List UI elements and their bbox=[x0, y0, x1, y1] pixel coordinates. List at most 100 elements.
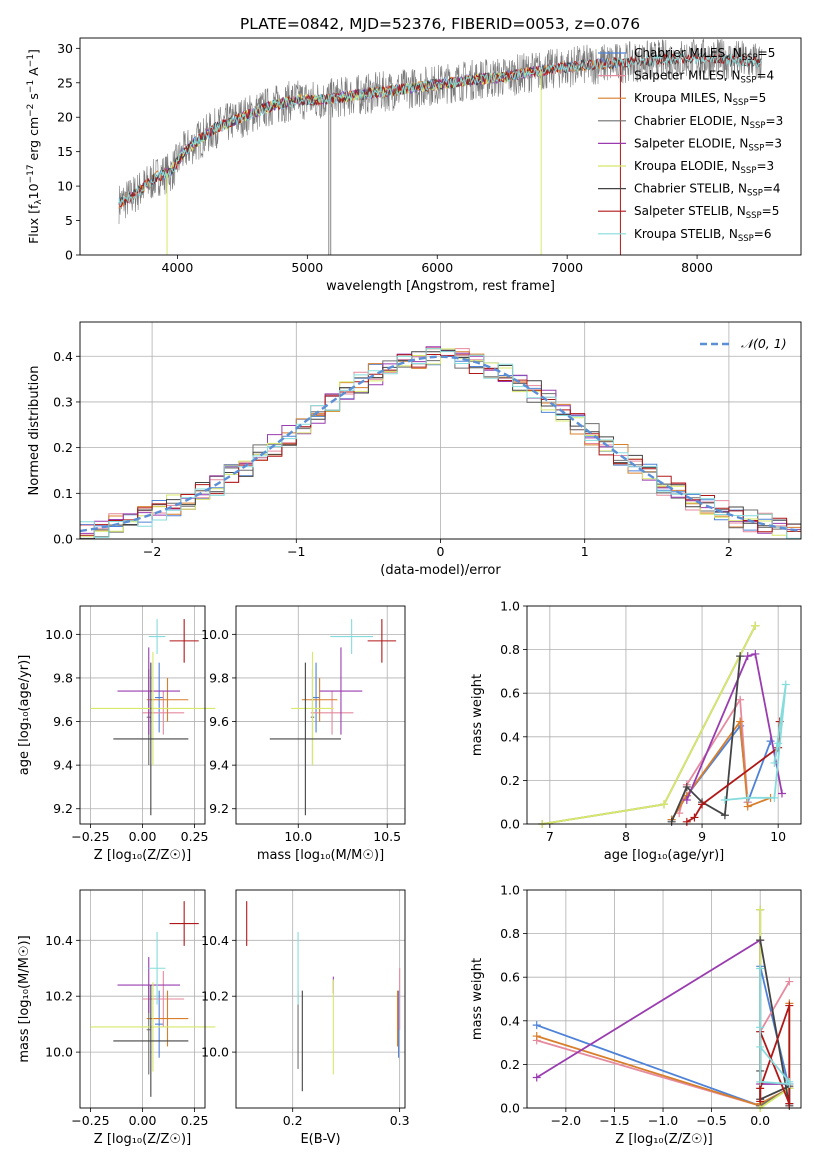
mass-weight-marker bbox=[785, 977, 794, 986]
y-tick-label: 0.0 bbox=[500, 817, 520, 832]
y-tick-label: 10.0 bbox=[45, 1045, 73, 1060]
x-tick-label: 0.25 bbox=[181, 1113, 209, 1128]
model-spectrum-line bbox=[118, 57, 621, 209]
age-vs-mass-panel: 10.0 10.5 9.2 9.4 9.6 9.8 10.0 mass [log₁₀(M/M☉… bbox=[201, 605, 406, 863]
mass-weight-marker bbox=[736, 717, 745, 726]
plot-frame bbox=[79, 605, 206, 825]
mass-weight-marker bbox=[720, 796, 729, 805]
x-tick-label: 1 bbox=[581, 544, 589, 559]
mass-weight-line bbox=[685, 652, 783, 801]
y-tick-label: 10.2 bbox=[45, 989, 73, 1004]
legend-label-tail: =4 bbox=[763, 182, 781, 196]
mass-weight-marker bbox=[743, 802, 752, 811]
plot-frame bbox=[79, 889, 206, 1109]
x-tick-label: 0.2 bbox=[283, 1113, 303, 1128]
mass-weight-marker bbox=[785, 1001, 794, 1010]
y-tick-label: 9.4 bbox=[53, 758, 73, 773]
legend-label: 𝒩(0, 1) bbox=[741, 336, 787, 351]
y-tick-label: 10.0 bbox=[201, 1045, 229, 1060]
y-axis-label-part: −2 bbox=[26, 104, 36, 117]
mass-weight-marker bbox=[743, 793, 752, 802]
plot-frame bbox=[526, 605, 802, 825]
x-tick-label: 9 bbox=[698, 829, 706, 844]
x-tick-label: 2 bbox=[725, 544, 733, 559]
mass-weight-marker bbox=[756, 964, 765, 973]
x-axis-label: Z [log₁₀(Z/Z☉)] bbox=[94, 1132, 191, 1147]
data-spectrum-line bbox=[118, 38, 763, 225]
x-tick-label: 6000 bbox=[421, 260, 453, 275]
x-tick-label: 0.25 bbox=[181, 829, 209, 844]
y-tick-label: 0.3 bbox=[53, 394, 73, 409]
x-axis-label: Z [log₁₀(Z/Z☉)] bbox=[94, 848, 191, 863]
legend-label-tail: =5 bbox=[762, 204, 780, 218]
y-tick-label: 20 bbox=[57, 110, 73, 125]
legend-label: Chabrier STELIB, NSSP=4 bbox=[634, 182, 781, 199]
y-tick-label: 10.0 bbox=[201, 627, 229, 642]
mass-weight-line bbox=[670, 723, 772, 821]
x-tick-label: 10.0 bbox=[284, 829, 312, 844]
mass-weight-marker bbox=[774, 739, 783, 748]
mass-weight-marker bbox=[660, 800, 668, 809]
mass-weight-marker bbox=[532, 1032, 541, 1041]
y-tick-label: 0 bbox=[65, 248, 73, 263]
mass-weight-marker bbox=[777, 789, 786, 798]
x-tick-label: 5000 bbox=[291, 260, 323, 275]
x-axis-label: (data-model)/error bbox=[380, 563, 501, 578]
x-tick-label: 10.5 bbox=[373, 829, 401, 844]
mass-weight-marker bbox=[743, 652, 752, 661]
y-tick-label: 15 bbox=[57, 144, 73, 159]
mass-weight-marker bbox=[770, 793, 779, 802]
y-tick-label: 0.6 bbox=[500, 970, 520, 985]
legend-label: Kroupa STELIB, NSSP=6 bbox=[634, 227, 772, 244]
y-tick-label: 0.8 bbox=[500, 642, 520, 657]
y-tick-label: 9.2 bbox=[209, 801, 229, 816]
y-axis-label-part: s bbox=[26, 93, 41, 104]
x-tick-label: −0.25 bbox=[71, 1113, 109, 1128]
legend-label-tail: =5 bbox=[749, 91, 767, 105]
y-tick-label: 0.0 bbox=[500, 1101, 520, 1116]
model-spectrum-line bbox=[118, 52, 762, 205]
mass-weight-marker bbox=[785, 1077, 794, 1086]
mass-weight-marker bbox=[756, 1077, 765, 1086]
y-tick-label: 0.1 bbox=[53, 486, 73, 501]
model-spectrum-line bbox=[118, 51, 762, 207]
y-axis-label: mass weight bbox=[470, 674, 485, 756]
y-tick-label: 0.2 bbox=[53, 440, 73, 455]
mass-weight-marker bbox=[756, 1042, 765, 1051]
legend-label-sub: SSP bbox=[750, 121, 766, 131]
y-tick-label: 9.8 bbox=[53, 670, 73, 685]
x-axis-label: mass [log₁₀(M/M☉)] bbox=[257, 848, 384, 863]
legend-label-tail: =4 bbox=[756, 69, 774, 83]
y-axis-label-part: −1 bbox=[26, 54, 36, 67]
legend-label-tail: =5 bbox=[758, 46, 776, 60]
y-tick-label: 30 bbox=[57, 41, 73, 56]
y-axis-label-part: ] bbox=[26, 49, 41, 54]
mass-vs-ebv-panel: 0.2 0.3 10.0 10.2 10.4 E(B-V) bbox=[201, 889, 410, 1147]
y-tick-label: 1.0 bbox=[500, 883, 520, 898]
legend-label-name: Salpeter STELIB, N bbox=[634, 204, 746, 218]
legend-label-name: Kroupa ELODIE, N bbox=[634, 159, 741, 173]
x-tick-label: 0.3 bbox=[390, 1113, 410, 1128]
model-spectrum-line bbox=[118, 56, 620, 205]
x-tick-label: −0.25 bbox=[71, 829, 109, 844]
y-tick-label: 9.6 bbox=[53, 714, 73, 729]
legend-label-sub: SSP bbox=[738, 234, 754, 244]
mass-weight-marker bbox=[751, 621, 760, 630]
mass-weight-marker bbox=[751, 649, 760, 658]
legend-label: Chabrier MILES, NSSP=5 bbox=[634, 46, 775, 63]
mass-weight-marker bbox=[785, 1099, 794, 1108]
legend-label-name: Chabrier MILES, N bbox=[634, 46, 742, 60]
y-tick-label: 0.0 bbox=[53, 532, 73, 547]
y-axis-label-part: A bbox=[26, 67, 41, 80]
x-tick-label: 10 bbox=[770, 829, 786, 844]
x-tick-label: −1.0 bbox=[648, 1113, 678, 1128]
legend-label-tail: =6 bbox=[754, 227, 772, 241]
mass-weight-marker bbox=[736, 652, 745, 661]
x-axis-label: wavelength [Angstrom, rest frame] bbox=[326, 279, 555, 294]
y-tick-label: 10.2 bbox=[201, 989, 229, 1004]
y-tick-label: 0.4 bbox=[500, 1013, 520, 1028]
x-tick-label: −1 bbox=[287, 544, 305, 559]
massweight-vs-age-panel: 7 8 9 10 0.0 0.2 0.4 0.6 0.8 1.0 age [log₁₀(age/yr… bbox=[470, 599, 802, 863]
legend-label-sub: SSP bbox=[733, 98, 749, 108]
legend-label: Chabrier ELODIE, NSSP=3 bbox=[634, 114, 783, 131]
